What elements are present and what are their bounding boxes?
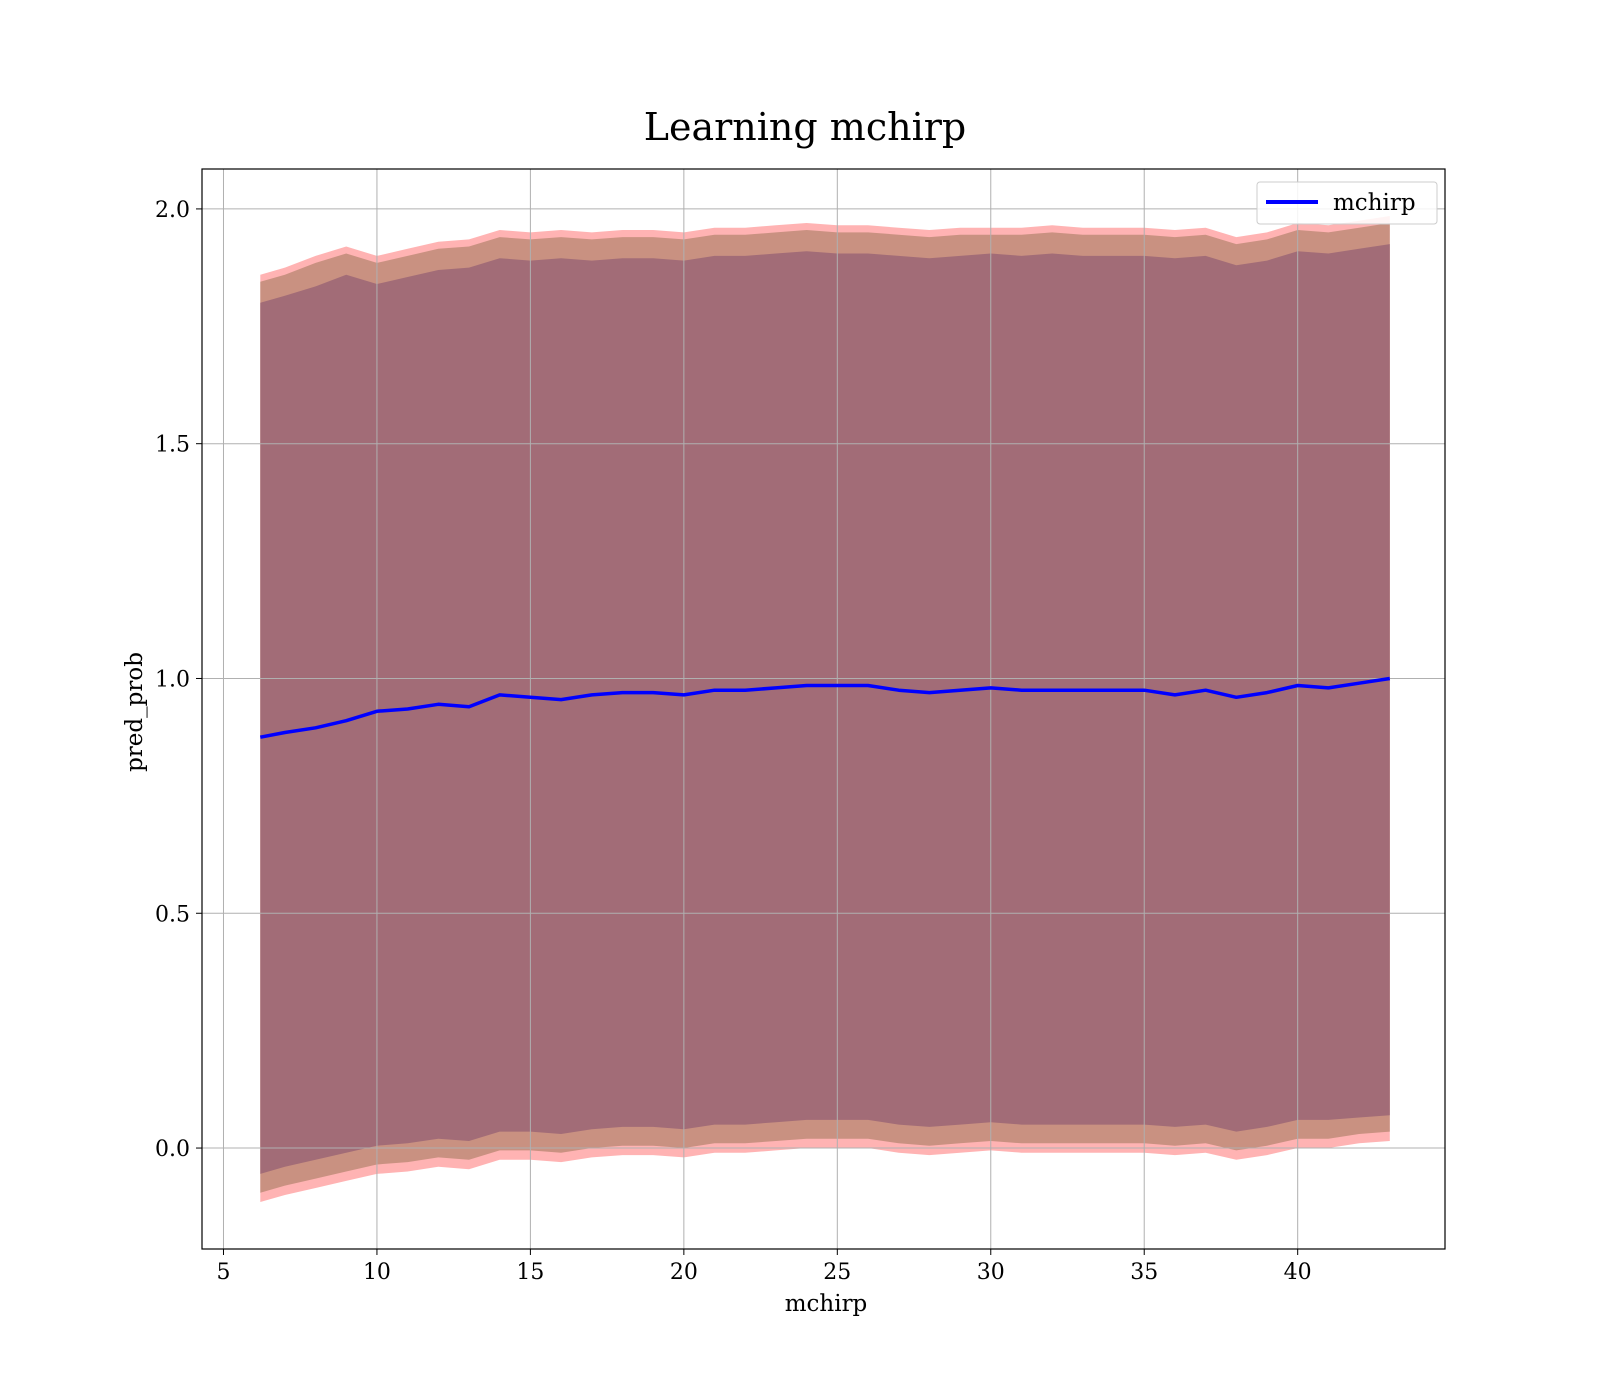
y-tick-label: 2.0 [155, 198, 190, 223]
plot-area [202, 169, 1445, 1249]
series-lines [259, 676, 1391, 739]
y-axis-ticks: 0.0 0.5 1.0 1.5 2.0 [155, 198, 202, 1162]
x-tick-label: 30 [977, 1260, 1005, 1285]
y-tick-label: 1.5 [155, 433, 190, 458]
y-tick-label: 0.0 [155, 1137, 190, 1162]
legend-box [1256, 181, 1438, 225]
band-2 [260, 244, 1390, 1174]
x-axis-label: mchirp [785, 1291, 868, 1317]
chart-title: Learning mchirp [644, 105, 966, 149]
x-tick-label: 5 [216, 1260, 230, 1285]
legend-label-mchirp: mchirp [1333, 190, 1416, 216]
x-tick-label: 10 [363, 1260, 391, 1285]
x-tick-label: 40 [1284, 1260, 1312, 1285]
y-tick-label: 0.5 [155, 902, 190, 927]
x-tick-label: 20 [670, 1260, 698, 1285]
plot-frame [201, 168, 1446, 1250]
grid [202, 169, 1445, 1249]
confidence-bands [260, 216, 1390, 1202]
x-tick-label: 35 [1130, 1260, 1158, 1285]
y-axis-label: pred_prob [122, 652, 148, 772]
series-line-mchirp [259, 676, 1391, 739]
y-tick-label: 1.0 [155, 667, 190, 692]
x-tick-label: 25 [823, 1260, 851, 1285]
x-axis-ticks: 5 10 15 20 25 30 35 40 [216, 1249, 1312, 1285]
legend: mchirp [1256, 181, 1438, 225]
x-tick-label: 15 [516, 1260, 544, 1285]
